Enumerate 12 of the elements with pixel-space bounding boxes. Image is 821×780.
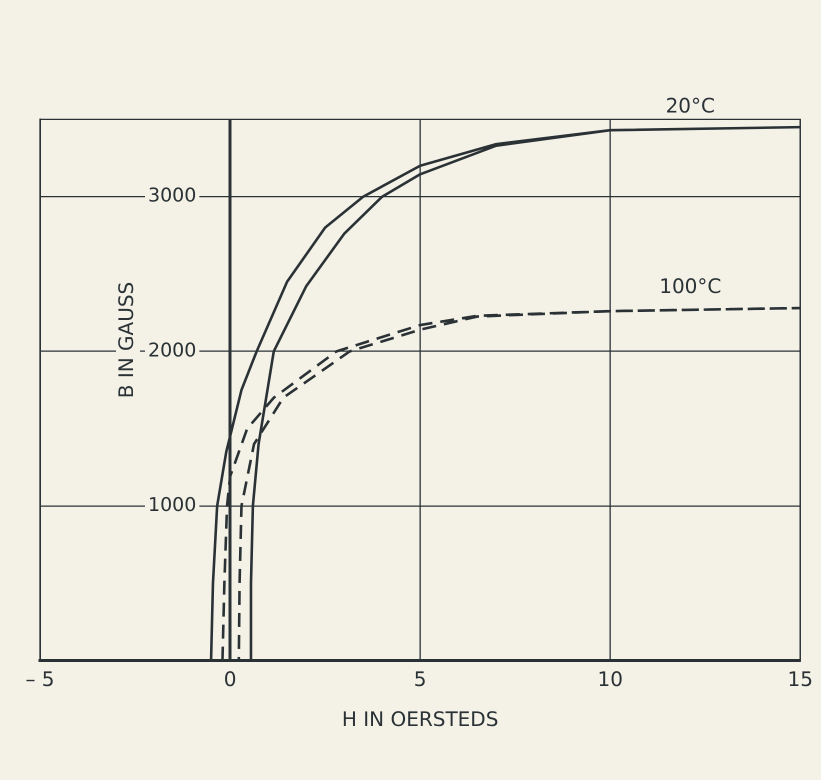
- y-tick-label: 3000: [148, 184, 196, 207]
- y-tick-label: 1000: [148, 494, 196, 516]
- x-tick-label: 15: [788, 666, 813, 691]
- x-tick-label: – 5: [25, 666, 55, 691]
- y-axis-title: B IN GAUSS: [114, 282, 138, 398]
- y-tick-label: 2000: [148, 339, 196, 362]
- series-label: 20°C: [666, 93, 715, 118]
- series-label: 100°C: [659, 274, 722, 298]
- x-tick-label: 5: [414, 666, 427, 691]
- x-axis-title: H IN OERSTEDS: [342, 706, 498, 731]
- x-tick-label: 10: [597, 666, 623, 691]
- x-tick-label: 0: [224, 666, 236, 691]
